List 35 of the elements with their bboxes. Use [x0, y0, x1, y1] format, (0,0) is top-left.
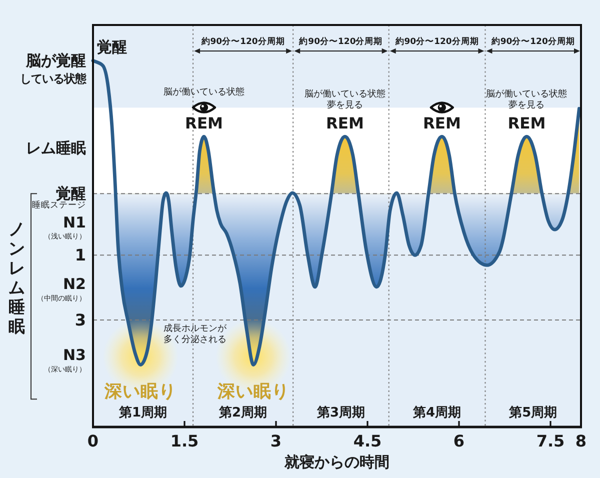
- y-tick-label: レム睡眠: [26, 139, 86, 158]
- annotation: 第3周期: [316, 406, 365, 420]
- annotation: 約90分〜120分周期: [298, 36, 383, 47]
- annotation: 第2周期: [218, 406, 268, 420]
- annotation: REM: [185, 114, 223, 132]
- x-axis-title: 就寝からの時間: [284, 453, 390, 471]
- annotation: 深い眠り: [216, 382, 290, 402]
- annotation: 約90分〜120分周期: [200, 36, 285, 47]
- annotation: 脳が働いている状態夢を見る: [486, 88, 568, 110]
- annotation: 第1周期: [118, 406, 168, 420]
- annotation: 第5周期: [508, 406, 558, 420]
- x-tick-label: 1.5: [170, 432, 199, 450]
- annotation: 約90分〜120分周期: [394, 36, 479, 47]
- y-tick-label: 脳が覚醒: [25, 52, 86, 70]
- line-series: [91, 58, 581, 366]
- annotation: 成長ホルモンが多く分泌される: [163, 323, 228, 346]
- x-tick-label: 6: [453, 432, 465, 450]
- y-tick-label: している状態: [20, 72, 87, 86]
- y-axis-title: ノンレム睡眠: [8, 220, 26, 336]
- annotation: 深い眠り: [104, 382, 177, 402]
- x-tick-label: 3: [270, 432, 282, 450]
- x-tick-label: 7.5: [536, 432, 565, 450]
- x-tick-label: 8: [575, 432, 587, 450]
- annotation: 第4周期: [412, 406, 462, 420]
- y-tick-label: 1: [74, 246, 86, 265]
- x-tick-label: 4.5: [353, 432, 382, 450]
- annotation: REM: [326, 114, 364, 132]
- annotation: 約90分〜120分周期: [490, 36, 575, 47]
- annotation: 脳が働いている状態夢を見る: [304, 88, 386, 110]
- y-tick-label: 3: [74, 310, 86, 330]
- annotation: REM: [422, 114, 461, 132]
- annotation: 脳が働いている状態: [164, 86, 245, 98]
- annotation: REM: [508, 114, 546, 132]
- x-tick-label: 0: [87, 432, 99, 450]
- annotation: 覚醒: [97, 38, 127, 56]
